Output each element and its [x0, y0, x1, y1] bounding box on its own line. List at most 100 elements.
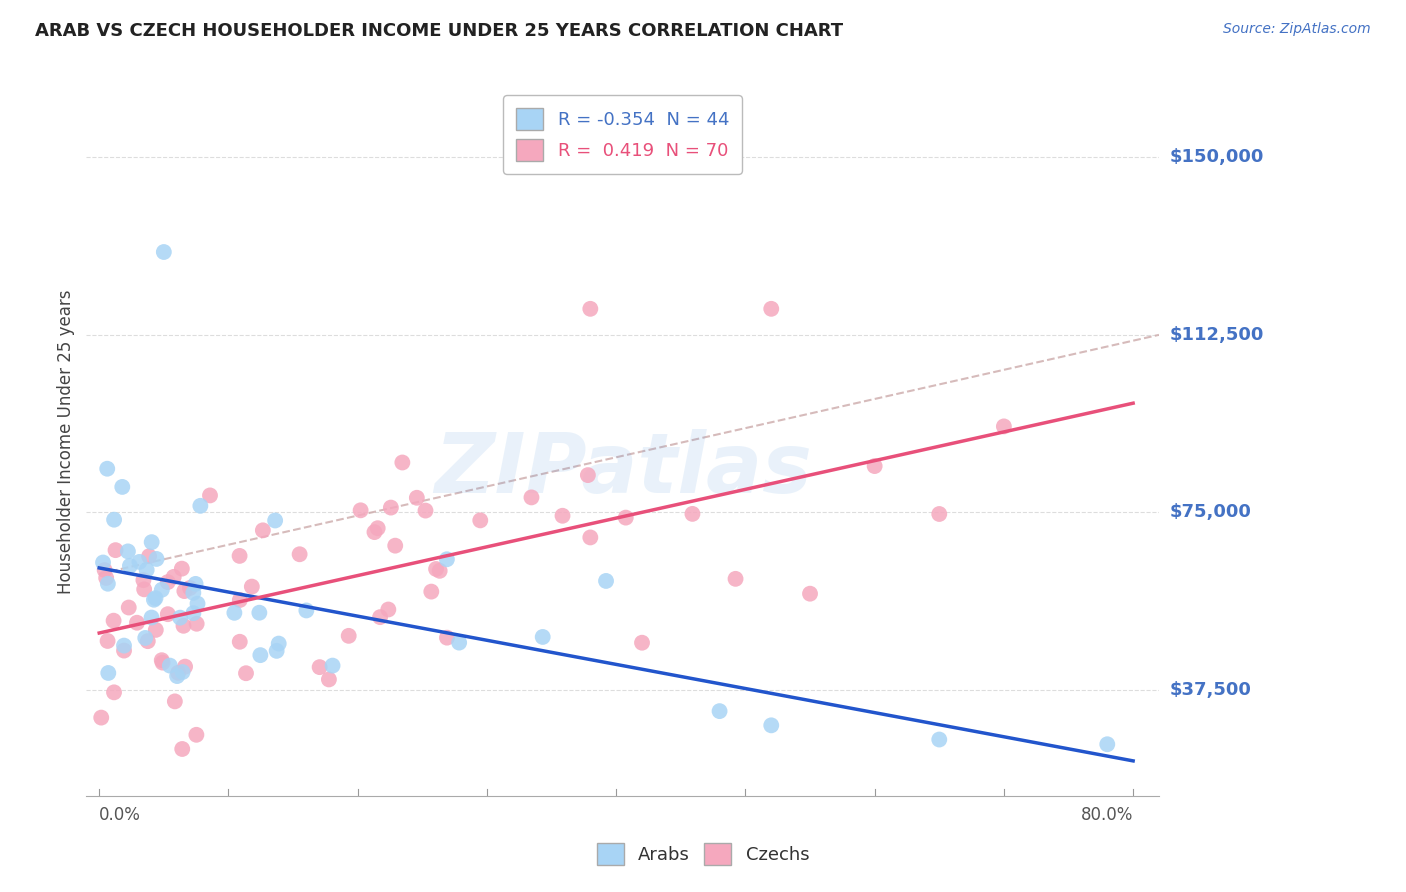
- Point: [928, 732, 950, 747]
- Text: $75,000: $75,000: [1170, 503, 1251, 521]
- Point: [724, 572, 747, 586]
- Point: [551, 508, 574, 523]
- Point: [138, 549, 160, 564]
- Point: [141, 610, 163, 624]
- Text: Source: ZipAtlas.com: Source: ZipAtlas.com: [1223, 22, 1371, 37]
- Point: [614, 510, 637, 524]
- Point: [391, 455, 413, 469]
- Point: [96, 461, 118, 475]
- Point: [384, 539, 406, 553]
- Point: [104, 543, 127, 558]
- Point: [103, 513, 125, 527]
- Point: [1097, 737, 1119, 751]
- Legend: R = -0.354  N = 44, R =  0.419  N = 70: R = -0.354 N = 44, R = 0.419 N = 70: [503, 95, 742, 174]
- Point: [288, 547, 311, 561]
- Text: $37,500: $37,500: [1170, 681, 1251, 698]
- Point: [96, 571, 118, 585]
- Text: $112,500: $112,500: [1170, 326, 1264, 343]
- Point: [183, 586, 205, 600]
- Point: [681, 507, 703, 521]
- Point: [174, 659, 197, 673]
- Point: [337, 629, 360, 643]
- Point: [170, 562, 193, 576]
- Point: [349, 503, 371, 517]
- Point: [229, 593, 252, 607]
- Text: ARAB VS CZECH HOUSEHOLDER INCOME UNDER 25 YEARS CORRELATION CHART: ARAB VS CZECH HOUSEHOLDER INCOME UNDER 2…: [35, 22, 844, 40]
- Point: [112, 639, 135, 653]
- Point: [415, 503, 437, 517]
- Point: [229, 634, 252, 648]
- Point: [166, 669, 188, 683]
- Point: [179, 581, 201, 595]
- Point: [595, 574, 617, 588]
- Point: [267, 637, 290, 651]
- Point: [429, 564, 451, 578]
- Text: ZIPatlas: ZIPatlas: [433, 429, 811, 510]
- Point: [186, 597, 208, 611]
- Point: [631, 636, 654, 650]
- Point: [184, 577, 207, 591]
- Point: [425, 562, 447, 576]
- Point: [235, 666, 257, 681]
- Point: [520, 491, 543, 505]
- Point: [308, 660, 330, 674]
- Point: [103, 614, 125, 628]
- Text: 80.0%: 80.0%: [1081, 805, 1133, 824]
- Point: [863, 459, 886, 474]
- Point: [240, 580, 263, 594]
- Point: [128, 555, 150, 569]
- Point: [449, 635, 471, 649]
- Point: [91, 556, 114, 570]
- Point: [579, 301, 602, 316]
- Point: [112, 643, 135, 657]
- Point: [183, 606, 205, 620]
- Point: [993, 419, 1015, 434]
- Point: [367, 521, 389, 535]
- Point: [156, 607, 179, 622]
- Point: [103, 685, 125, 699]
- Point: [172, 742, 194, 756]
- Y-axis label: Householder Income Under 25 years: Householder Income Under 25 years: [58, 289, 75, 593]
- Point: [169, 610, 191, 624]
- Point: [579, 530, 602, 544]
- Point: [135, 563, 157, 577]
- Point: [363, 525, 385, 540]
- Text: 0.0%: 0.0%: [100, 805, 141, 824]
- Point: [761, 718, 783, 732]
- Point: [173, 619, 195, 633]
- Point: [247, 606, 270, 620]
- Point: [224, 606, 246, 620]
- Point: [190, 499, 212, 513]
- Point: [172, 665, 194, 679]
- Point: [368, 610, 391, 624]
- Legend: Arabs, Czechs: Arabs, Czechs: [589, 836, 817, 872]
- Point: [709, 704, 731, 718]
- Point: [295, 603, 318, 617]
- Point: [111, 480, 134, 494]
- Point: [145, 591, 167, 606]
- Point: [134, 582, 156, 597]
- Point: [132, 573, 155, 587]
- Point: [799, 587, 821, 601]
- Point: [405, 491, 427, 505]
- Point: [531, 630, 554, 644]
- Point: [928, 507, 950, 521]
- Text: $150,000: $150,000: [1170, 148, 1264, 166]
- Point: [142, 592, 165, 607]
- Point: [249, 648, 271, 662]
- Point: [380, 500, 402, 515]
- Point: [159, 658, 181, 673]
- Point: [266, 644, 288, 658]
- Point: [90, 710, 112, 724]
- Point: [252, 524, 274, 538]
- Point: [198, 488, 221, 502]
- Point: [318, 673, 340, 687]
- Point: [152, 656, 174, 670]
- Point: [141, 535, 163, 549]
- Point: [150, 582, 173, 597]
- Point: [228, 549, 250, 563]
- Point: [153, 245, 176, 260]
- Point: [97, 634, 120, 648]
- Point: [145, 623, 167, 637]
- Point: [117, 544, 139, 558]
